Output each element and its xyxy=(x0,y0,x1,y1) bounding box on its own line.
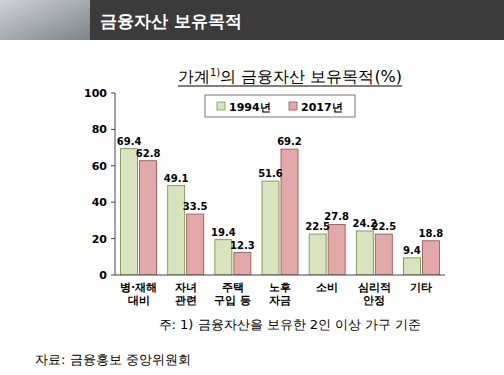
y-axis xyxy=(115,93,116,275)
title-part: 의 금융자산 보유목적(%) xyxy=(220,67,402,86)
bar xyxy=(168,186,185,275)
x-tick-label-line: 대비 xyxy=(128,294,150,307)
data-label: 9.4 xyxy=(403,245,421,256)
x-tick-label: 병·재해대비 xyxy=(120,281,157,307)
bar xyxy=(375,234,392,275)
footnote: 주: 1) 금융자산을 보유한 2인 이상 가구 기준 xyxy=(159,317,422,332)
x-tick-label: 기타 xyxy=(410,281,432,294)
data-label: 49.1 xyxy=(164,173,189,184)
x-tick-label-line: 주택 xyxy=(222,281,244,294)
x-tick-label: 자녀관련 xyxy=(175,281,197,307)
x-tick-label-line: 자금 xyxy=(269,294,291,307)
x-tick-label-line: 안정 xyxy=(363,294,385,307)
bar xyxy=(328,224,345,275)
title-underline xyxy=(178,86,402,87)
bar xyxy=(422,241,439,275)
title-superscript: 1) xyxy=(210,67,220,78)
legend-swatch xyxy=(289,102,297,110)
y-tick-label: 40 xyxy=(92,196,108,209)
header-band xyxy=(0,0,504,40)
x-tick-label-line: 기타 xyxy=(410,281,432,294)
y-tick-label: 100 xyxy=(84,87,107,100)
y-tick xyxy=(111,238,115,239)
data-label: 69.2 xyxy=(277,136,302,147)
y-tick xyxy=(111,202,115,203)
x-tick-label-line: 심리적 xyxy=(358,281,391,294)
data-label: 18.8 xyxy=(419,228,444,239)
chart-svg: 금융자산 보유목적가계1)의 금융자산 보유목적(%) 1994년 2017년 0 20… xyxy=(0,0,504,375)
chart-root: 금융자산 보유목적가계1)의 금융자산 보유목적(%) 1994년 2017년 0 20… xyxy=(0,0,504,375)
title-part: 가계 xyxy=(178,67,210,86)
x-tick-label-line: 구입 등 xyxy=(214,294,251,307)
bar xyxy=(262,181,279,275)
chart-title: 가계1)의 금융자산 보유목적(%) xyxy=(178,67,402,86)
bar xyxy=(187,214,204,275)
x-tick-label-line: 관련 xyxy=(175,294,197,307)
x-tick-label-line: 병·재해 xyxy=(120,281,157,294)
data-label: 51.6 xyxy=(258,168,283,179)
y-tick-label: 20 xyxy=(92,233,108,246)
bar xyxy=(234,253,251,275)
legend-swatch xyxy=(217,102,225,110)
bar xyxy=(403,258,420,275)
header-title: 금융자산 보유목적 xyxy=(100,11,242,31)
legend-label: 2017년 xyxy=(301,101,343,114)
legend-box xyxy=(205,95,355,117)
data-label: 22.5 xyxy=(305,221,330,232)
y-tick xyxy=(111,165,115,166)
x-tick-label-line: 소비 xyxy=(316,281,338,294)
y-tick xyxy=(111,129,115,130)
bar xyxy=(309,234,326,275)
legend-label: 1994년 xyxy=(229,101,271,114)
x-tick-label: 소비 xyxy=(316,281,338,294)
y-tick-label: 60 xyxy=(92,160,108,173)
x-axis xyxy=(115,275,445,276)
source: 자료: 금융홍보 중앙위원회 xyxy=(35,352,191,367)
bar xyxy=(281,149,298,275)
bar xyxy=(121,149,138,275)
x-tick-label: 주택구입 등 xyxy=(214,281,251,307)
x-tick-label-line: 자녀 xyxy=(175,281,197,294)
bars xyxy=(121,149,440,275)
data-label: 12.3 xyxy=(230,240,255,251)
data-label: 19.4 xyxy=(211,227,236,238)
y-tick xyxy=(111,93,115,94)
y-tick-label: 80 xyxy=(92,123,108,136)
x-tick-label: 노후자금 xyxy=(269,281,291,307)
data-label: 33.5 xyxy=(183,201,208,212)
header-image xyxy=(0,0,90,40)
data-label: 62.8 xyxy=(136,148,161,159)
y-tick-label: 0 xyxy=(99,269,107,282)
y-tick xyxy=(111,275,115,276)
data-label: 22.5 xyxy=(371,221,396,232)
data-label: 27.8 xyxy=(324,211,349,222)
data-label: 69.4 xyxy=(117,136,142,147)
bar xyxy=(356,231,373,275)
x-tick-label-line: 노후 xyxy=(269,281,291,294)
bar xyxy=(140,161,157,275)
x-tick-label: 심리적안정 xyxy=(358,281,391,307)
